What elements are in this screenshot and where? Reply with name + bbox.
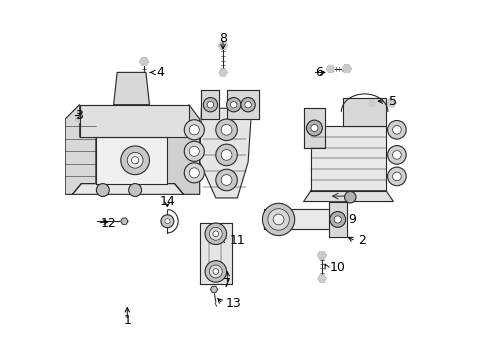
Text: 1: 1 xyxy=(123,314,131,327)
Circle shape xyxy=(204,261,226,282)
Circle shape xyxy=(230,102,237,108)
Polygon shape xyxy=(140,58,148,66)
Circle shape xyxy=(329,212,345,227)
Circle shape xyxy=(333,216,341,223)
Text: 4: 4 xyxy=(156,66,163,79)
Text: 5: 5 xyxy=(388,95,396,108)
Polygon shape xyxy=(95,115,103,123)
Circle shape xyxy=(128,184,142,197)
Text: 13: 13 xyxy=(225,297,241,310)
Circle shape xyxy=(184,163,204,183)
Polygon shape xyxy=(96,137,167,184)
Circle shape xyxy=(392,126,400,134)
Polygon shape xyxy=(65,105,96,194)
Circle shape xyxy=(212,269,218,274)
Text: 11: 11 xyxy=(229,234,244,247)
Circle shape xyxy=(212,231,218,237)
Circle shape xyxy=(344,192,355,203)
Polygon shape xyxy=(310,126,386,191)
Circle shape xyxy=(262,203,294,235)
Polygon shape xyxy=(328,202,346,237)
Circle shape xyxy=(121,146,149,175)
Circle shape xyxy=(221,149,231,160)
Polygon shape xyxy=(367,100,375,106)
Circle shape xyxy=(215,144,237,166)
Polygon shape xyxy=(326,66,334,72)
Text: 9: 9 xyxy=(347,213,355,226)
Text: 14: 14 xyxy=(159,195,175,208)
Text: 12: 12 xyxy=(100,216,116,230)
Polygon shape xyxy=(303,108,325,148)
Polygon shape xyxy=(140,94,148,101)
Polygon shape xyxy=(201,90,219,119)
Polygon shape xyxy=(264,210,343,229)
Circle shape xyxy=(131,157,139,164)
Polygon shape xyxy=(199,108,251,198)
Text: 8: 8 xyxy=(219,32,226,45)
Circle shape xyxy=(184,141,204,161)
Circle shape xyxy=(241,98,255,112)
Circle shape xyxy=(215,169,237,191)
Circle shape xyxy=(273,214,284,225)
Polygon shape xyxy=(317,252,325,259)
Circle shape xyxy=(221,175,231,185)
Polygon shape xyxy=(219,69,226,76)
Circle shape xyxy=(392,172,400,181)
Polygon shape xyxy=(113,72,149,105)
Circle shape xyxy=(244,102,251,108)
Circle shape xyxy=(164,219,169,224)
Circle shape xyxy=(189,168,199,178)
Circle shape xyxy=(189,125,199,135)
Text: 3: 3 xyxy=(75,109,83,122)
Text: 10: 10 xyxy=(329,261,345,274)
Polygon shape xyxy=(317,275,325,282)
Circle shape xyxy=(96,184,109,197)
Text: 7: 7 xyxy=(223,278,231,291)
Polygon shape xyxy=(386,99,395,107)
Polygon shape xyxy=(226,90,258,119)
Polygon shape xyxy=(303,191,392,202)
Text: 6: 6 xyxy=(315,66,323,79)
Circle shape xyxy=(387,145,406,164)
Circle shape xyxy=(387,121,406,139)
Circle shape xyxy=(207,102,213,108)
Circle shape xyxy=(209,265,222,278)
Circle shape xyxy=(127,152,142,168)
Circle shape xyxy=(226,98,241,112)
Polygon shape xyxy=(199,223,231,284)
Polygon shape xyxy=(343,98,386,126)
Polygon shape xyxy=(210,286,217,292)
Circle shape xyxy=(204,223,226,244)
Polygon shape xyxy=(342,65,350,73)
Circle shape xyxy=(306,120,322,136)
Polygon shape xyxy=(80,105,188,137)
Polygon shape xyxy=(121,218,128,224)
Circle shape xyxy=(209,227,222,240)
Circle shape xyxy=(221,125,231,135)
Circle shape xyxy=(267,209,289,230)
Polygon shape xyxy=(167,105,199,194)
Polygon shape xyxy=(72,184,183,194)
Circle shape xyxy=(184,120,204,140)
Circle shape xyxy=(387,167,406,186)
Circle shape xyxy=(189,146,199,156)
Text: 2: 2 xyxy=(358,234,366,247)
Circle shape xyxy=(392,150,400,159)
Circle shape xyxy=(215,119,237,140)
Circle shape xyxy=(161,215,174,228)
Circle shape xyxy=(310,125,317,132)
Circle shape xyxy=(203,98,217,112)
Polygon shape xyxy=(76,116,83,122)
Polygon shape xyxy=(218,42,227,49)
